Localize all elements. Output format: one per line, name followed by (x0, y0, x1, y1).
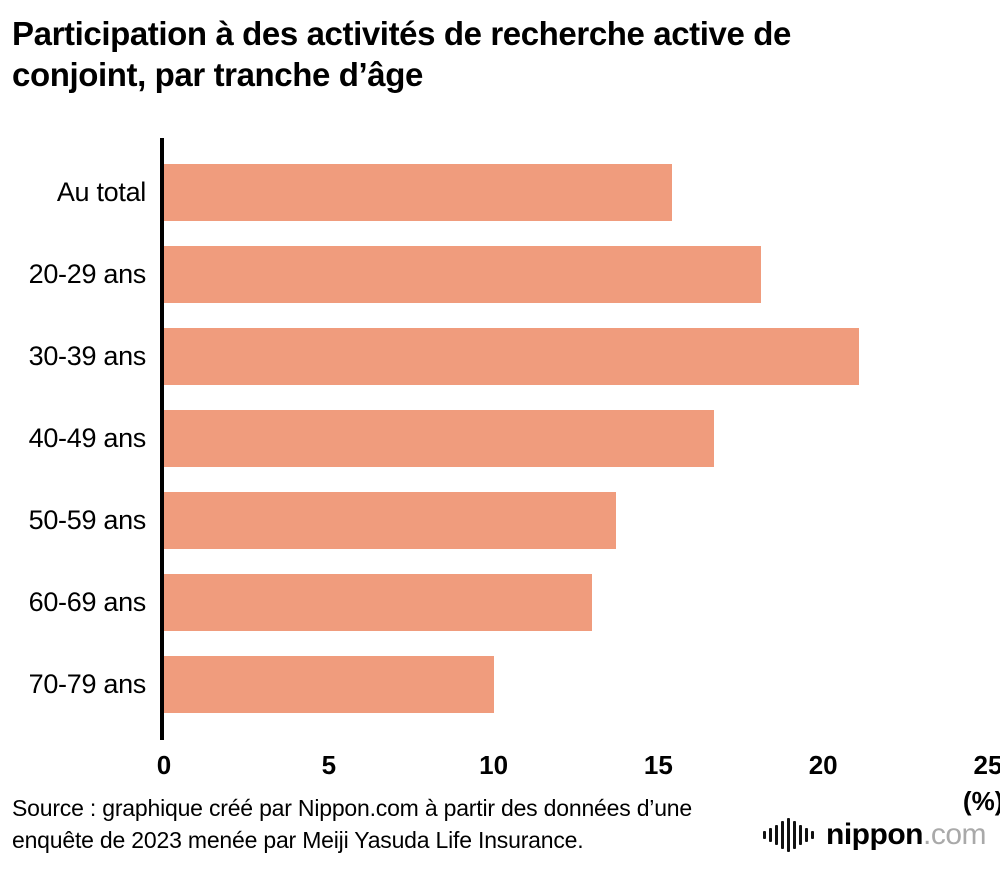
footer: Source : graphique créé par Nippon.com à… (12, 792, 987, 856)
x-tick-label: 0 (156, 749, 172, 780)
category-label: 60-69 ans (28, 587, 147, 618)
bar-row (164, 316, 988, 398)
bar (164, 164, 672, 222)
nippon-logo: nippon.com (763, 818, 987, 856)
category-label: Au total (56, 177, 146, 208)
bar-row (164, 562, 988, 644)
x-tick-label: 20 (808, 749, 838, 780)
category-label: 30-39 ans (28, 341, 147, 372)
x-tick-label: 15 (643, 749, 673, 780)
bar (164, 246, 761, 304)
bar-chart: Au total 20-29 ans 30-39 ans 40-49 ans 50-59… (12, 137, 988, 740)
x-axis-unit-label: (%) (962, 785, 1000, 816)
nippon-logo-text: nippon.com (826, 818, 986, 852)
x-tick-label: 10 (479, 749, 509, 780)
nippon-logo-suffix: .com (922, 818, 987, 851)
x-tick-label: 5 (321, 749, 337, 780)
nippon-logo-name: nippon (826, 818, 923, 851)
bar-row (164, 480, 988, 562)
category-label: 70-79 ans (28, 669, 147, 700)
bar (164, 410, 715, 468)
bar-row (164, 644, 988, 726)
category-label: 50-59 ans (28, 505, 147, 536)
bar (164, 656, 494, 714)
source-note: Source : graphique créé par Nippon.com à… (12, 794, 692, 853)
x-tick-label: 25 (973, 749, 1000, 780)
nippon-logo-icon (763, 818, 815, 852)
bar (164, 574, 593, 632)
category-label: 40-49 ans (28, 423, 147, 454)
bar (164, 328, 860, 386)
bar-row (164, 398, 988, 480)
bar-row (164, 152, 988, 234)
chart-title: Participation à des activités de recherc… (12, 15, 791, 93)
bar-row (164, 234, 988, 316)
category-label: 20-29 ans (28, 259, 147, 290)
category-labels: Au total 20-29 ans 30-39 ans 40-49 ans 50-59… (12, 138, 160, 740)
x-axis: (%) 0 5 10 15 20 25 (157, 740, 1000, 818)
plot-area (160, 137, 988, 740)
bar (164, 492, 616, 550)
